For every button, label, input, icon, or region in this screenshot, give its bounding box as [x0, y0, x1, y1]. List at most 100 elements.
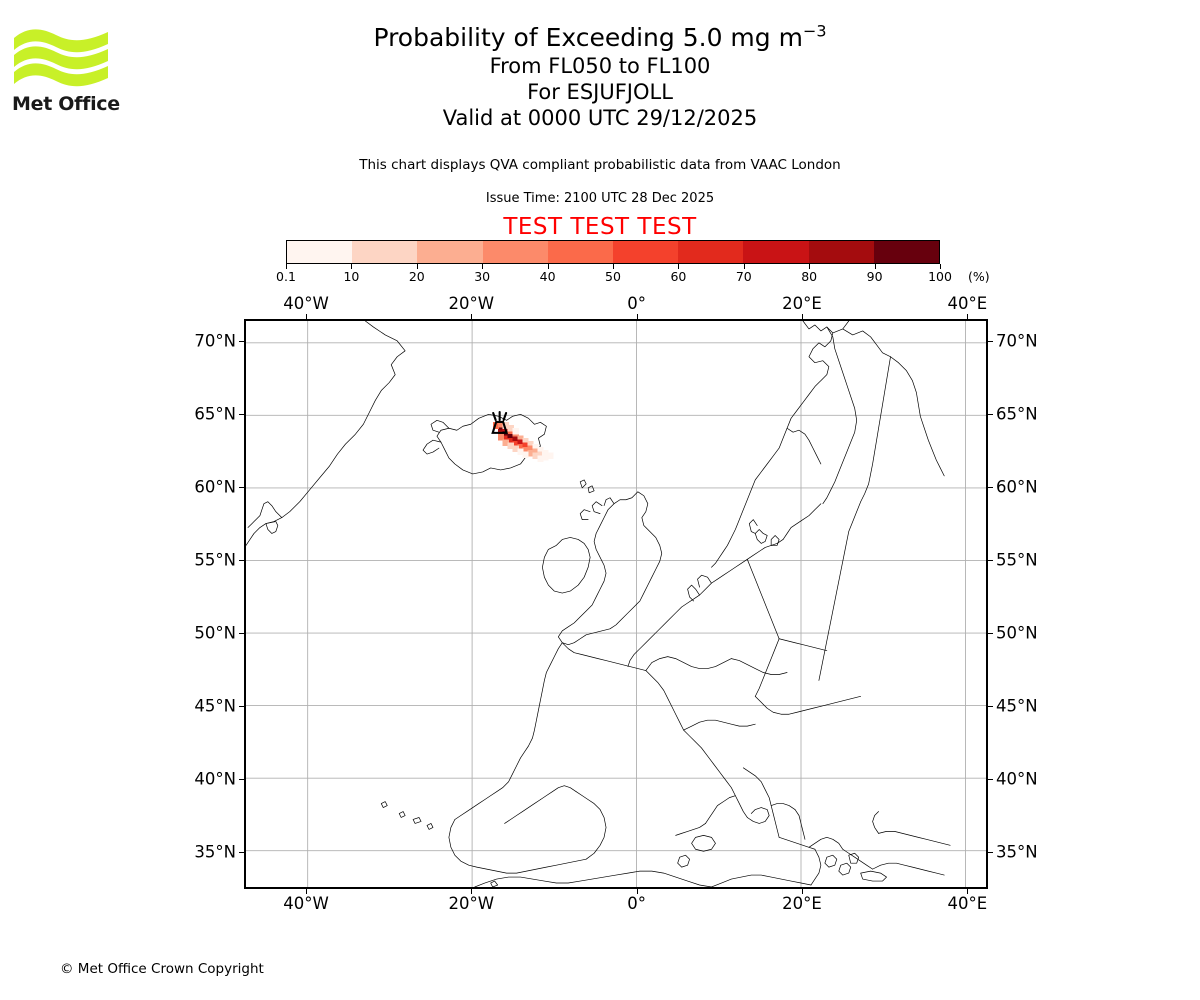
lon-tick-top-3 [802, 314, 803, 319]
ash-cell-20 [532, 443, 539, 451]
ash-cell-18 [527, 445, 534, 452]
lon-label-bottom-4: 40°E [947, 894, 988, 913]
lat-tick-left-2 [239, 487, 244, 489]
colorbar-tick-4 [547, 264, 549, 269]
ash-cell-25 [537, 455, 544, 463]
lat-tick-right-2 [988, 487, 993, 489]
ash-cell-28 [547, 452, 554, 460]
title-volcano: For ESJUFJOLL [527, 80, 673, 104]
colorbar-band-3 [482, 241, 548, 263]
lon-label-top-4: 40°E [947, 294, 988, 313]
lat-label-right-7: 35°N [996, 842, 1038, 862]
map-canvas [246, 321, 986, 887]
lat-label-right-5: 45°N [996, 696, 1038, 716]
lon-tick-top-4 [967, 314, 969, 319]
colorbar-tick-5 [613, 264, 614, 269]
colorbar-tick-label-8: 80 [801, 269, 818, 284]
ash-cell-30 [497, 420, 504, 428]
copyright-text: © Met Office Crown Copyright [60, 961, 264, 977]
colorbar-tick-label-5: 50 [605, 269, 621, 284]
colorbar-band-9 [873, 241, 940, 263]
met-office-wordmark: Met Office [12, 93, 120, 115]
ash-cell-39 [522, 451, 529, 458]
colorbar-tick-label-3: 30 [474, 269, 491, 284]
volcano-marker [491, 410, 509, 434]
lon-tick-top-0 [306, 314, 307, 319]
ash-cell-35 [502, 439, 509, 447]
lat-tick-left-0 [239, 340, 244, 342]
lat-label-right-2: 60°N [996, 477, 1038, 497]
title-flight-levels: From FL050 to FL100 [489, 54, 711, 78]
ash-cell-16 [522, 446, 529, 454]
lat-label-left-5: 45°N [194, 696, 236, 716]
colorbar-tick-9 [874, 264, 876, 269]
ash-cell-37 [512, 445, 519, 452]
lon-label-top-1: 20°W [448, 294, 495, 313]
map-plot-area[interactable] [244, 319, 988, 889]
lon-label-top-0: 40°W [283, 294, 329, 313]
colorbar-tick-label-4: 40 [539, 269, 556, 284]
colorbar-tick-10 [940, 264, 941, 269]
issue-time-text: Issue Time: 2100 UTC 28 Dec 2025 [485, 191, 715, 206]
lon-tick-bottom-2 [636, 889, 638, 894]
ash-cell-15 [522, 442, 529, 450]
ash-cell-32 [507, 425, 514, 432]
chart-meta-block: This chart displays QVA compliant probab… [130, 156, 1070, 208]
met-office-logo: Met Office [12, 24, 122, 115]
lat-label-left-0: 70°N [194, 331, 236, 351]
ash-cell-7 [507, 438, 514, 445]
lat-label-left-2: 60°N [194, 477, 236, 497]
lon-tick-bottom-1 [471, 889, 473, 894]
page-title: Probability of Exceeding 5.0 mg m−3 [130, 22, 1070, 53]
ash-cell-6 [507, 433, 514, 441]
title-exponent: −3 [802, 21, 827, 41]
colorbar-tick-7 [743, 264, 745, 269]
ash-cell-10 [512, 441, 519, 448]
colorbar-tick-label-2: 20 [408, 269, 425, 284]
colorbar-tick-label-1: 10 [343, 269, 360, 284]
lat-label-left-4: 50°N [194, 623, 236, 643]
lon-label-bottom-1: 20°W [448, 894, 495, 913]
ash-cell-36 [507, 442, 514, 450]
lat-tick-right-0 [988, 340, 993, 342]
colorbar-tick-labels: 0.1 10 20 30 40 50 60 70 80 90 100 [276, 269, 952, 285]
lat-tick-left-5 [239, 706, 244, 708]
lat-tick-left-1 [239, 414, 244, 415]
ash-cell-22 [532, 452, 539, 460]
lon-label-bottom-2: 0° [627, 894, 647, 913]
ash-cell-26 [542, 449, 549, 457]
map-gridlines [246, 321, 986, 887]
ash-cell-9 [512, 436, 519, 444]
ash-cell-12 [517, 439, 524, 447]
ash-cell-4 [502, 435, 509, 442]
lon-tick-bottom-4 [967, 889, 969, 894]
lon-tick-bottom-3 [802, 889, 803, 894]
ash-cell-31 [502, 422, 509, 429]
colorbar-tick-8 [809, 264, 811, 269]
colorbar-band-2 [417, 241, 483, 263]
colorbar-tick-6 [678, 264, 680, 269]
colorbar-tick-label-6: 60 [670, 269, 687, 284]
colorbar-unit-label: (%) [968, 269, 990, 284]
lat-tick-right-5 [988, 706, 993, 708]
ash-cell-19 [527, 449, 534, 457]
lat-tick-right-3 [988, 560, 993, 562]
title-main-text: Probability of Exceeding 5.0 mg m [373, 23, 803, 52]
colorbar-band-0 [287, 241, 353, 263]
lon-label-bottom-3: 20°E [782, 894, 822, 913]
lat-tick-left-7 [239, 852, 244, 854]
colorbar-band-6 [678, 241, 744, 263]
test-banner: TEST TEST TEST [503, 214, 697, 240]
ash-cell-23 [537, 446, 544, 454]
lon-tick-top-2 [636, 314, 638, 319]
lat-tick-right-1 [988, 414, 993, 415]
ash-cell-14 [522, 438, 529, 445]
lat-label-right-3: 55°N [996, 550, 1038, 570]
ash-cell-24 [537, 451, 544, 458]
colorbar-ticks [286, 264, 941, 270]
lon-label-top-3: 20°E [782, 294, 822, 313]
chart-title-block: Probability of Exceeding 5.0 mg m−3 From… [130, 22, 1070, 131]
met-office-wave-mark [14, 29, 108, 87]
lat-label-right-6: 40°N [996, 769, 1038, 789]
lat-tick-left-3 [239, 560, 244, 562]
